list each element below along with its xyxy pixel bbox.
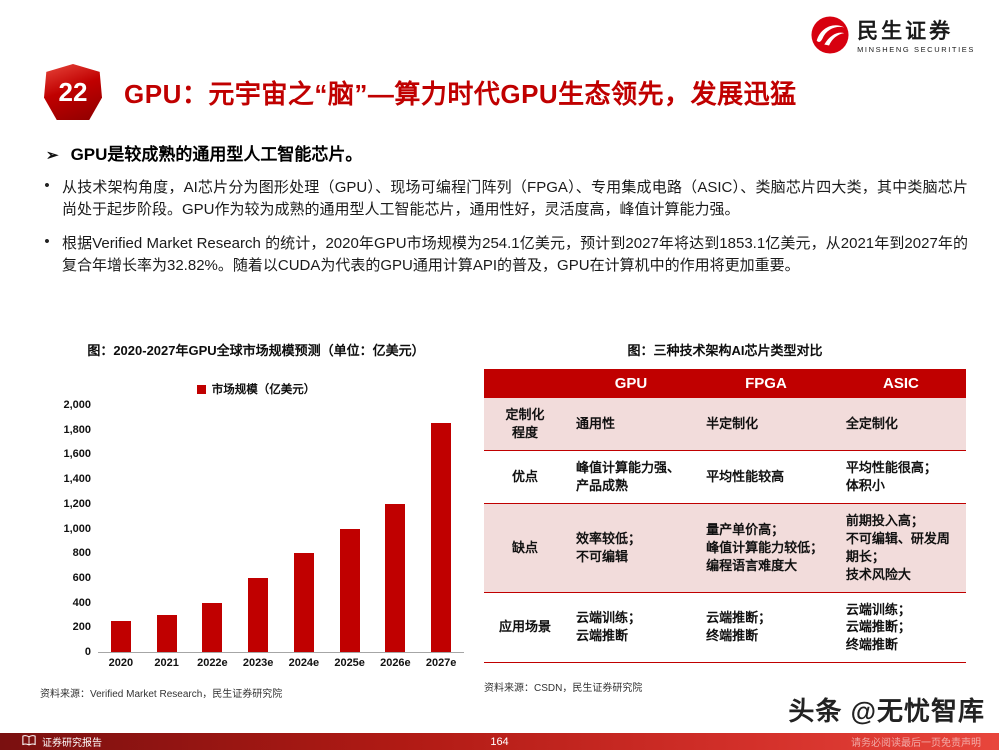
bar-slot (98, 405, 144, 652)
row-label: 缺点 (511, 539, 538, 555)
table-source: 资料来源：CSDN，民生证券研究院 (484, 683, 643, 695)
watermark: 头条 @无忧智库 (788, 696, 985, 726)
footer-bar: 证券研究报告 164 请务必阅读最后一页免责声明 (0, 733, 999, 750)
chart-title: 图：2020-2027年GPU全球市场规模预测（单位：亿美元） (87, 343, 425, 358)
arrow-marker-icon: ➢ (46, 147, 59, 164)
bar-2026e (385, 503, 406, 652)
bar-slot (418, 405, 464, 652)
table-cell: 云端训练； 云端推断 (575, 610, 641, 644)
table-cell: 峰值计算能力强、产品成熟 (575, 459, 680, 493)
gpu-market-chart: 图：2020-2027年GPU全球市场规模预测（单位：亿美元） 市场规模（亿美元… (40, 340, 472, 700)
plot-area: 0 200 400 600 800 1,000 1,200 1,400 1,600 1,800 2,… (63, 399, 464, 658)
report-type-label: 证券研究报告 (42, 738, 102, 749)
x-tick-label: 2024e (288, 657, 320, 669)
row-label: 应用场景 (498, 619, 551, 635)
x-axis-labels: 2020 2021 2022e 2023e 2024e 2025e 2026e 2027e (98, 657, 464, 669)
table-cell: 效率较低； 不可编辑 (575, 530, 641, 564)
table-row: 应用场景 云端训练； 云端推断 云端推断； 终端推断 云端训练； 云端推断； 终端推断 (484, 592, 966, 663)
minsheng-logo-icon (811, 16, 849, 59)
x-tick-label: 2027e (425, 657, 457, 669)
bar-slot (281, 405, 327, 652)
row-label: 优点 (511, 468, 538, 484)
x-tick-label: 2021 (154, 657, 179, 669)
chart-legend: 市场规模（亿美元） (40, 381, 472, 397)
y-tick-label: 200 (72, 621, 91, 634)
chart-source: 资料来源：Verified Market Research，民生证券研究院 (40, 689, 283, 700)
table-row: 定制化 程度 通用性 半定制化 全定制化 (484, 398, 966, 451)
column-header-asic: ASIC (835, 369, 966, 398)
x-tick-label: 2025e (334, 657, 365, 669)
table-cell: 通用性 (575, 415, 615, 431)
legend-swatch-icon (196, 384, 206, 394)
x-tick-label: 2026e (380, 657, 411, 669)
report-book-icon (22, 734, 36, 749)
table-row: 优点 峰值计算能力强、产品成熟 平均性能较高 平均性能很高； 体积小 (484, 450, 966, 504)
y-tick-label: 2,000 (63, 399, 91, 411)
brand-subtitle: MINSHENG SECURITIES (857, 45, 975, 55)
ai-chip-comparison: 图：三种技术架构AI芯片类型对比 GPU FPGA ASIC 定制化 程度 通用性 半定… (484, 340, 966, 694)
table-cell: 量产单价高； 峰值计算能力较低； 编程语言难度大 (706, 521, 824, 573)
comparison-table-body: 定制化 程度 通用性 半定制化 全定制化优点 峰值计算能力强、产品成熟 平均性能较高 平均性… (484, 398, 966, 663)
bar-2025e (339, 528, 360, 652)
brand-name: 民生证券 (857, 20, 954, 44)
bars-area (98, 405, 464, 652)
x-tick-label: 2020 (108, 657, 134, 669)
y-tick-label: 0 (84, 646, 91, 658)
bar-2022e (202, 602, 223, 652)
table-cell: 半定制化 (706, 415, 759, 431)
disclaimer-text: 请务必阅读最后一页免责声明 (851, 738, 981, 749)
y-tick-label: 800 (72, 547, 91, 560)
bar-2020 (110, 620, 131, 652)
column-header-gpu: GPU (565, 369, 697, 398)
bullet-icon: • (44, 177, 50, 194)
bar-2024e (293, 553, 314, 652)
bullet-item: • 根据Verified Market Research 的统计，2020年GP… (40, 233, 968, 277)
bullet-text: 根据Verified Market Research 的统计，2020年GPU市… (62, 235, 968, 275)
bar-slot (235, 405, 281, 652)
column-header-blank (484, 369, 566, 398)
table-cell: 平均性能很高； 体积小 (845, 459, 937, 493)
table-cell: 云端推断； 终端推断 (706, 610, 772, 644)
bar-slot (327, 405, 373, 652)
bar-2027e (431, 423, 452, 652)
page-title: GPU：元宇宙之“脑”—算力时代GPU生态领先，发展迅猛 (124, 79, 797, 109)
y-tick-label: 400 (72, 596, 91, 609)
table-cell: 全定制化 (845, 415, 898, 431)
row-label: 定制化 程度 (505, 407, 545, 440)
comparison-table: GPU FPGA ASIC 定制化 程度 通用性 半定制化 全定制化优点 峰值计算能力强、产… (484, 369, 966, 663)
table-cell: 前期投入高； 不可编辑、研发周期长； 技术风险大 (845, 512, 950, 582)
y-tick-label: 1,800 (63, 423, 91, 436)
y-tick-label: 1,200 (63, 497, 91, 510)
bar-slot (190, 405, 236, 652)
summary-section: ➢ GPU是较成熟的通用型人工智能芯片。 • 从技术架构角度，AI芯片分为图形处… (40, 140, 968, 277)
section-heading: GPU是较成熟的通用型人工智能芯片。 (70, 145, 363, 164)
page-number: 164 (490, 735, 509, 748)
y-tick-label: 1,000 (63, 522, 91, 535)
x-tick-label: 2022e (197, 657, 228, 669)
table-row: 缺点 效率较低； 不可编辑 量产单价高； 峰值计算能力较低； 编程语言难度大 前期投入… (484, 503, 966, 592)
slide-number-badge: 22 (44, 64, 102, 120)
bar-2021 (156, 614, 177, 652)
bullet-icon: • (44, 233, 50, 251)
bullet-text: 从技术架构角度，AI芯片分为图形处理（GPU）、现场可编程门阵列（FPGA）、专… (62, 179, 968, 219)
comparison-table-header-row: GPU FPGA ASIC (484, 369, 966, 398)
y-tick-label: 1,400 (63, 473, 91, 486)
table-cell: 平均性能较高 (706, 468, 785, 484)
table-title: 图：三种技术架构AI芯片类型对比 (627, 343, 823, 358)
x-tick-label: 2023e (242, 657, 274, 669)
legend-label: 市场规模（亿美元） (211, 384, 316, 396)
bullet-item: • 从技术架构角度，AI芯片分为图形处理（GPU）、现场可编程门阵列（FPGA）… (40, 177, 968, 221)
brand-logo: 民生证券 MINSHENG SECURITIES (811, 16, 975, 59)
bar-2023e (248, 577, 269, 652)
bar-slot (373, 405, 419, 652)
bar-slot (144, 405, 190, 652)
y-tick-label: 1,600 (63, 448, 91, 461)
y-tick-label: 600 (72, 571, 91, 584)
table-cell: 云端训练； 云端推断； 终端推断 (845, 601, 911, 653)
column-header-fpga: FPGA (696, 369, 836, 398)
